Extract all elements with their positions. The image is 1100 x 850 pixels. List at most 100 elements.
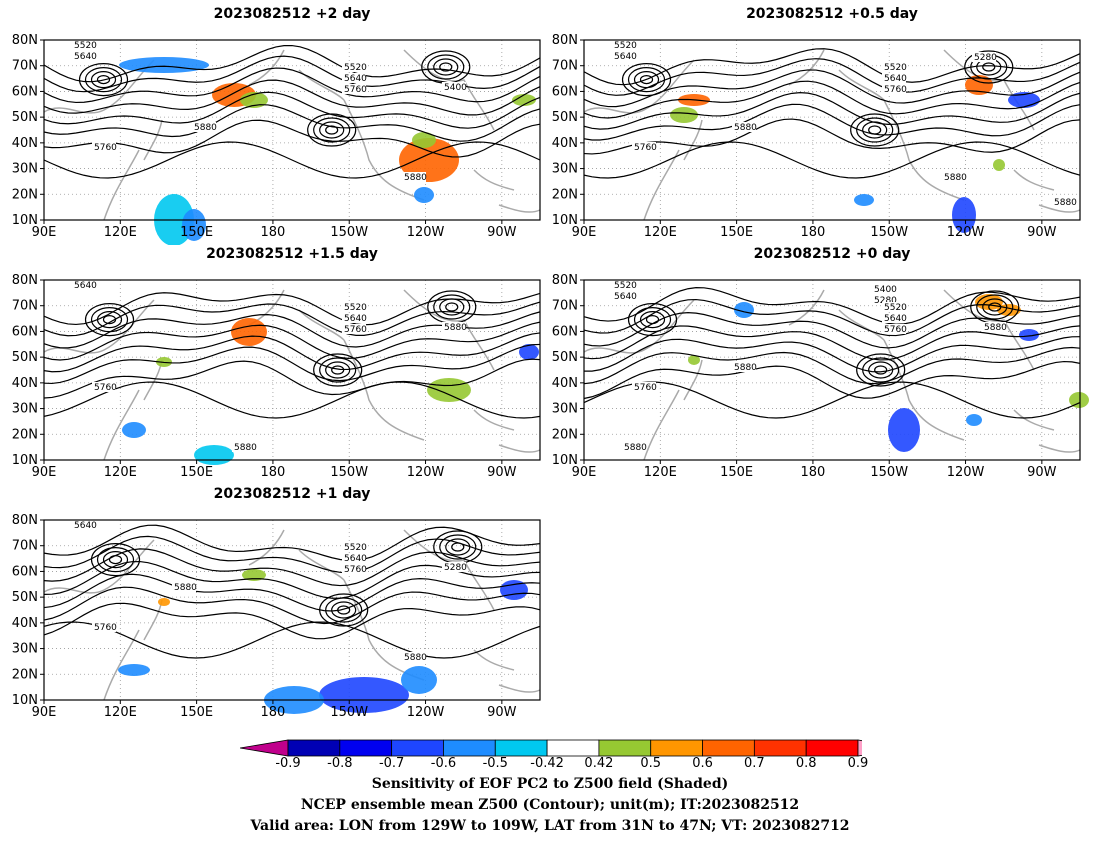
panel-title-5: 2023082512 +1 day — [213, 486, 371, 502]
sensitivity-shading — [118, 569, 528, 714]
contour-label: 5640 — [884, 74, 907, 84]
lat-tick-label: 10N — [552, 453, 578, 468]
lat-tick-label: 70N — [12, 539, 38, 554]
caption-line-2: NCEP ensemble mean Z500 (Contour); unit(… — [300, 797, 800, 813]
caption-line-1: Sensitivity of EOF PC2 to Z500 field (Sh… — [371, 776, 729, 792]
lon-tick-label: 120W — [947, 225, 985, 240]
lat-tick-label: 40N — [12, 616, 38, 631]
lat-tick-label: 60N — [552, 84, 578, 99]
contour-label: 5280 — [974, 53, 997, 63]
colorbar — [240, 739, 862, 757]
contour-label: 5280 — [444, 563, 467, 573]
contour-label: 5520 — [344, 63, 367, 73]
lat-tick-label: 40N — [552, 376, 578, 391]
colorbar-tick-label: -0.42 — [530, 756, 564, 771]
contour-label: 5640 — [614, 292, 637, 302]
contour-label: 5880 — [624, 443, 647, 453]
grid — [584, 40, 1080, 220]
contour-label: 5520 — [74, 41, 97, 51]
colorbar-segment — [753, 739, 807, 757]
panel-title-1: 2023082512 +2 day — [213, 6, 371, 22]
contour-label: 5760 — [94, 623, 117, 633]
contour-label: 5640 — [74, 52, 97, 62]
lat-tick-label: 50N — [12, 350, 38, 365]
sensitivity-shading — [119, 57, 536, 245]
contour-label: 5880 — [944, 173, 967, 183]
lon-tick-label: 150W — [330, 225, 368, 240]
lon-tick-label: 90W — [1027, 465, 1057, 480]
lon-tick-label: 150E — [180, 705, 213, 720]
contour-label: 5640 — [74, 521, 97, 531]
lon-tick-label: 150W — [870, 225, 908, 240]
lon-tick-label: 90W — [487, 225, 517, 240]
lat-tick-label: 50N — [12, 110, 38, 125]
contour-label: 5880 — [194, 123, 217, 133]
contour-label: 5760 — [94, 383, 117, 393]
z500-contours — [583, 287, 1081, 419]
colorbar-tick-label: 0.6 — [692, 756, 713, 771]
lon-tick-label: 90W — [487, 705, 517, 720]
lon-tick-label: 120E — [104, 465, 137, 480]
colorbar-max-arrow — [857, 739, 862, 757]
contour-label: 5760 — [634, 383, 657, 393]
lon-tick-label: 180 — [261, 225, 286, 240]
coastlines — [43, 529, 541, 701]
contour-label: 5880 — [1054, 198, 1077, 208]
lat-tick-label: 60N — [12, 564, 38, 579]
lon-tick-label: 120W — [407, 705, 445, 720]
contour-label: 5520 — [884, 303, 907, 313]
lat-tick-label: 60N — [12, 84, 38, 99]
contour-label: 5280 — [874, 296, 897, 306]
contour-label: 5400 — [874, 285, 897, 295]
colorbar-tick-label: 0.9 — [847, 756, 869, 771]
colorbar-segment — [339, 739, 393, 757]
lat-tick-label: 20N — [12, 667, 38, 682]
z500-contours — [43, 44, 541, 179]
lat-tick-label: 30N — [12, 162, 38, 177]
lat-tick-label: 20N — [12, 187, 38, 202]
grid — [584, 280, 1080, 460]
lon-tick-label: 90E — [32, 225, 57, 240]
colorbar-tick-label: -0.5 — [482, 756, 508, 771]
colorbar-segment — [494, 739, 548, 757]
lat-tick-label: 30N — [12, 402, 38, 417]
lat-tick-label: 80N — [12, 33, 38, 48]
colorbar-min-arrow — [240, 739, 289, 757]
contour-label: 5520 — [884, 63, 907, 73]
coastlines — [583, 289, 1081, 461]
lat-tick-label: 70N — [12, 59, 38, 74]
contour-label: 5400 — [444, 83, 467, 93]
contour-label: 5520 — [614, 41, 637, 51]
contour-label: 5760 — [884, 85, 907, 95]
lon-tick-label: 150E — [720, 225, 753, 240]
contour-label: 5520 — [344, 543, 367, 553]
contour-label: 5760 — [344, 85, 367, 95]
contour-label: 5760 — [634, 143, 657, 153]
lon-tick-label: 90E — [32, 465, 57, 480]
lon-tick-label: 120W — [947, 465, 985, 480]
lat-tick-label: 20N — [552, 187, 578, 202]
z500-contours — [43, 524, 541, 659]
panel-title-3: 2023082512 +1.5 day — [206, 246, 378, 262]
lat-tick-label: 30N — [552, 402, 578, 417]
lat-tick-label: 70N — [12, 299, 38, 314]
lat-tick-label: 50N — [552, 110, 578, 125]
contour-label: 5640 — [614, 52, 637, 62]
contour-label: 5880 — [404, 173, 427, 183]
lon-tick-label: 90E — [572, 225, 597, 240]
colorbar-tick-label: 0.8 — [795, 756, 817, 771]
lon-tick-label: 120W — [407, 225, 445, 240]
colorbar-tick-label: 0.5 — [640, 756, 662, 771]
lat-tick-label: 10N — [552, 213, 578, 228]
colorbar-tick-label: -0.7 — [378, 756, 405, 771]
contour-label: 5640 — [74, 281, 97, 291]
colorbar-segment — [443, 739, 496, 757]
lat-tick-label: 80N — [12, 273, 38, 288]
colorbar-segment — [546, 739, 600, 757]
lon-tick-label: 150E — [180, 225, 213, 240]
lon-tick-label: 120E — [644, 225, 677, 240]
colorbar-tick-label: -0.9 — [275, 756, 301, 771]
colorbar-segment — [598, 739, 652, 757]
